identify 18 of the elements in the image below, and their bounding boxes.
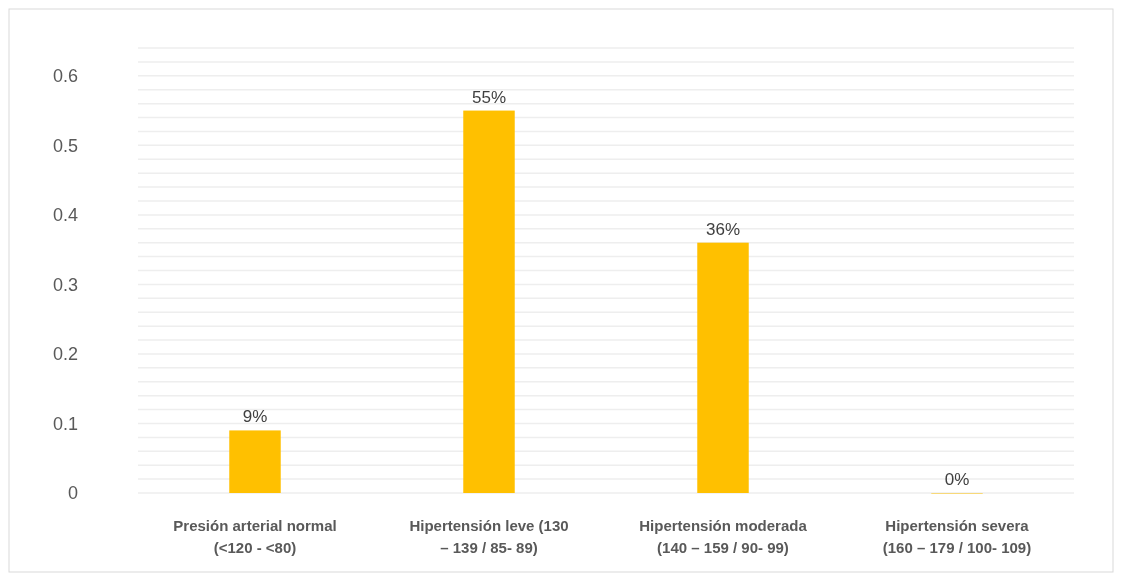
data-label: 55% (471, 87, 507, 107)
y-tick-label: 0.4 (52, 205, 78, 226)
y-tick-label: 0 (67, 483, 78, 504)
data-label: 36% (705, 219, 741, 239)
x-tick-label: Presión arterial normal (<120 - <80) (173, 517, 337, 556)
y-tick-label: 0.3 (52, 274, 78, 295)
x-tick-label: Hipertensión moderada (140 – 159 / 90- 99) (639, 517, 808, 556)
data-label: 9% (242, 407, 268, 427)
data-label: 0% (944, 470, 970, 489)
bar (229, 430, 281, 493)
bar (463, 110, 515, 493)
bar (697, 242, 749, 493)
y-tick-label: 0.6 (52, 66, 78, 87)
x-tick-label: Hipertensión severa (160 – 179 / 100- 109) (882, 517, 1032, 556)
x-tick-label: Hipertensión leve (130 – 139 / 85- 89) (409, 517, 569, 556)
y-tick-label: 0.1 (52, 413, 78, 434)
y-tick-label: 0.2 (52, 344, 78, 365)
y-tick-label: 0.5 (52, 135, 78, 156)
